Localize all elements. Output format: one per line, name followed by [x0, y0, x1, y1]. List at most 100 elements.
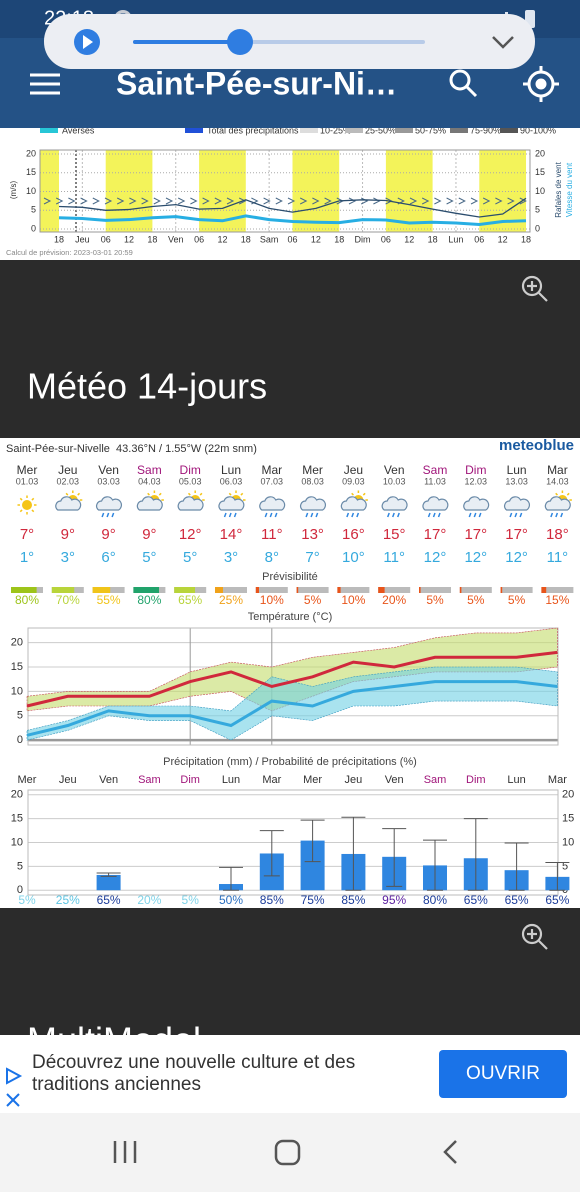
x-tick-label: 18 — [241, 234, 251, 244]
wind-arrow — [238, 197, 247, 205]
x-tick-label: 06 — [287, 234, 297, 244]
page-title: Saint-Pée-sur-Ni… — [116, 65, 397, 101]
sun-ray — [240, 492, 244, 496]
plot-frame — [27, 789, 559, 896]
min-temp: 11° — [383, 549, 405, 566]
day-name: Ven — [384, 463, 405, 477]
day-date: 13.03 — [505, 476, 528, 486]
probability-label: 5% — [182, 893, 200, 907]
wind-arrow — [458, 197, 466, 205]
sun-ray — [362, 492, 366, 496]
legend-swatch — [345, 128, 363, 133]
day-name: Dim — [180, 463, 201, 477]
wind-arrow — [495, 197, 503, 205]
rain-drop — [473, 512, 477, 518]
rain-drop — [427, 512, 431, 518]
y2-tick-label: 10 — [562, 836, 574, 848]
day-name: Dim — [465, 463, 486, 477]
x-tick-label: Sam — [138, 774, 161, 786]
legend-label: 25-50% — [365, 125, 396, 135]
collapse-button[interactable] — [492, 36, 514, 49]
day-name: Sam — [137, 463, 162, 477]
sun-ray — [566, 492, 570, 496]
x-tick-label: 12 — [404, 234, 414, 244]
media-player — [44, 14, 535, 69]
sun-ray — [199, 492, 203, 496]
recents-button[interactable] — [113, 1141, 137, 1163]
day-date: 06.03 — [220, 476, 243, 486]
section-band — [0, 908, 580, 1035]
x-tick-label: Sam — [424, 774, 447, 786]
legend-swatch — [500, 128, 518, 133]
predictability-track — [378, 587, 411, 593]
predictability-bar — [419, 587, 421, 593]
wind-arrow — [80, 197, 88, 205]
min-temp: 3° — [61, 549, 75, 566]
wind-gust-line — [58, 197, 527, 218]
day-name: Jeu — [58, 463, 77, 477]
sun-ray — [187, 492, 191, 496]
predictability-label: 55% — [97, 593, 121, 607]
y2-tick-label: 10 — [535, 186, 545, 196]
predictability-bar — [51, 587, 75, 593]
sun-ray — [19, 509, 23, 513]
legend-swatch — [40, 128, 58, 133]
predictability-label: 5% — [304, 593, 322, 607]
day-date: 12.03 — [465, 476, 488, 486]
sun-ray — [31, 497, 35, 501]
day-name: Mer — [17, 463, 38, 477]
x-tick-label: 06 — [381, 234, 391, 244]
back-button[interactable] — [443, 1140, 457, 1164]
search-button[interactable] — [449, 69, 478, 98]
rain-drop — [305, 512, 309, 518]
x-tick-label: 12 — [217, 234, 227, 244]
rain-drop — [111, 512, 115, 518]
home-button[interactable] — [274, 1139, 301, 1166]
day-date: 01.03 — [16, 476, 39, 486]
rain-drop — [396, 512, 400, 518]
day-date: 03.03 — [97, 476, 120, 486]
predictability-label: 10% — [341, 593, 365, 607]
ad-close[interactable] — [6, 1093, 20, 1107]
rain-drop — [106, 512, 110, 518]
wind-arrow — [470, 197, 479, 205]
legend-label: Averses — [62, 125, 95, 135]
zoom-button[interactable] — [521, 275, 548, 302]
x-tick-label: Lun — [222, 774, 240, 786]
predictability-track — [541, 587, 574, 593]
probability-label: 85% — [260, 893, 284, 907]
ad-button[interactable] — [439, 1050, 567, 1098]
menu-button[interactable] — [30, 73, 60, 95]
predictability-label: 25% — [219, 593, 243, 607]
ad-button-label: OUVRIR — [466, 1063, 540, 1084]
predictability-bar — [11, 587, 37, 593]
wind-chart: Averses Total des précipitations 10-25% 25-… — [6, 125, 574, 257]
predictability-label: 15% — [545, 593, 569, 607]
wind-arrow — [116, 197, 125, 205]
probability-label: 65% — [97, 893, 121, 907]
predictability-track — [459, 587, 492, 593]
day-name: Mar — [261, 463, 282, 477]
x-tick-label: Mer — [303, 774, 322, 786]
seek-knob[interactable] — [227, 29, 253, 55]
wind-arrow — [275, 197, 283, 205]
rain-drop — [468, 512, 472, 518]
rain-drop — [514, 512, 518, 518]
rain-drop — [351, 512, 355, 518]
max-temp: 18° — [546, 526, 569, 543]
day-name: Lun — [507, 463, 527, 477]
weather-icon — [259, 496, 286, 518]
zoom-button[interactable] — [521, 923, 548, 950]
ad-choices[interactable] — [6, 1067, 23, 1085]
y2-axis-label: Rafales de vent — [554, 161, 563, 217]
legend-label: 90-100% — [520, 125, 556, 135]
forecast-timestamp: Calcul de prévision: 2023-03-01 20:59 — [6, 248, 133, 257]
y-tick-label: 10 — [11, 685, 23, 697]
min-temp: 8° — [265, 549, 279, 566]
wind-arrow — [165, 197, 174, 205]
legend-label: 50-75% — [415, 125, 446, 135]
probability-label: 65% — [464, 893, 488, 907]
x-tick-label: 12 — [124, 234, 134, 244]
location-button[interactable] — [523, 66, 559, 102]
